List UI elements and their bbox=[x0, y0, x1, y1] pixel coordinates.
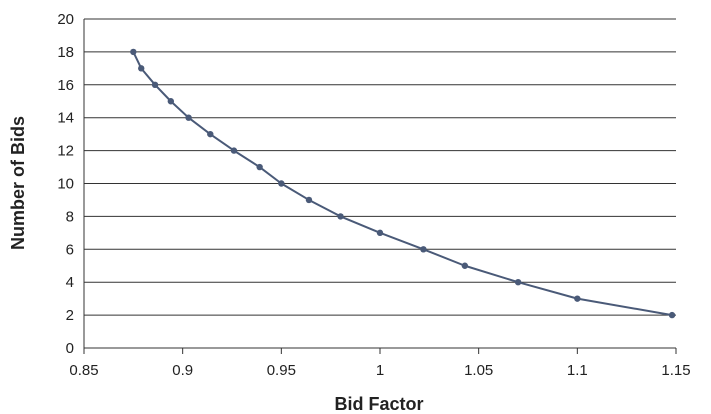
data-point bbox=[256, 163, 263, 171]
x-tick-label: 0.9 bbox=[172, 362, 193, 379]
data-point bbox=[207, 130, 214, 138]
y-tick-label: 14 bbox=[57, 110, 74, 127]
data-point bbox=[514, 279, 522, 286]
data-point bbox=[668, 311, 676, 319]
x-tick-label: 1.05 bbox=[464, 362, 493, 379]
data-point bbox=[167, 98, 175, 105]
x-tick-label: 0.95 bbox=[267, 362, 296, 379]
data-point bbox=[185, 114, 192, 121]
x-tick-label: 1.15 bbox=[661, 362, 690, 379]
x-tick-label: 1 bbox=[376, 362, 384, 379]
series bbox=[130, 48, 676, 319]
x-tick-labels: 0.85 0.9 0.95 1 1.05 1.1 1.15 bbox=[69, 362, 690, 379]
y-tick-label: 0 bbox=[66, 340, 74, 357]
data-point bbox=[138, 65, 145, 72]
x-tick-label: 0.85 bbox=[69, 362, 98, 379]
data-point bbox=[151, 81, 159, 89]
data-point bbox=[305, 196, 313, 204]
y-tick-label: 8 bbox=[66, 208, 74, 225]
axes bbox=[83, 19, 677, 354]
y-tick-label: 18 bbox=[57, 44, 74, 61]
x-tick-label: 1.1 bbox=[567, 362, 588, 379]
y-tick-label: 20 bbox=[57, 11, 74, 28]
data-point bbox=[461, 262, 469, 269]
data-point bbox=[376, 229, 384, 237]
gridlines bbox=[84, 18, 676, 316]
data-point bbox=[574, 295, 581, 302]
data-point bbox=[230, 147, 238, 154]
y-axis-title: Number of Bids bbox=[8, 116, 28, 250]
data-point bbox=[278, 180, 285, 187]
y-tick-labels: 0 2 4 6 8 10 12 14 16 18 20 bbox=[57, 11, 74, 357]
y-tick-label: 4 bbox=[66, 274, 74, 291]
data-point bbox=[337, 213, 344, 220]
y-tick-label: 16 bbox=[57, 77, 74, 94]
y-tick-label: 12 bbox=[57, 143, 74, 160]
y-tick-label: 10 bbox=[57, 176, 74, 193]
data-point bbox=[420, 246, 427, 253]
x-axis-title: Bid Factor bbox=[334, 394, 423, 414]
y-tick-label: 6 bbox=[66, 241, 74, 258]
data-point bbox=[130, 48, 137, 56]
y-tick-label: 2 bbox=[66, 307, 74, 324]
